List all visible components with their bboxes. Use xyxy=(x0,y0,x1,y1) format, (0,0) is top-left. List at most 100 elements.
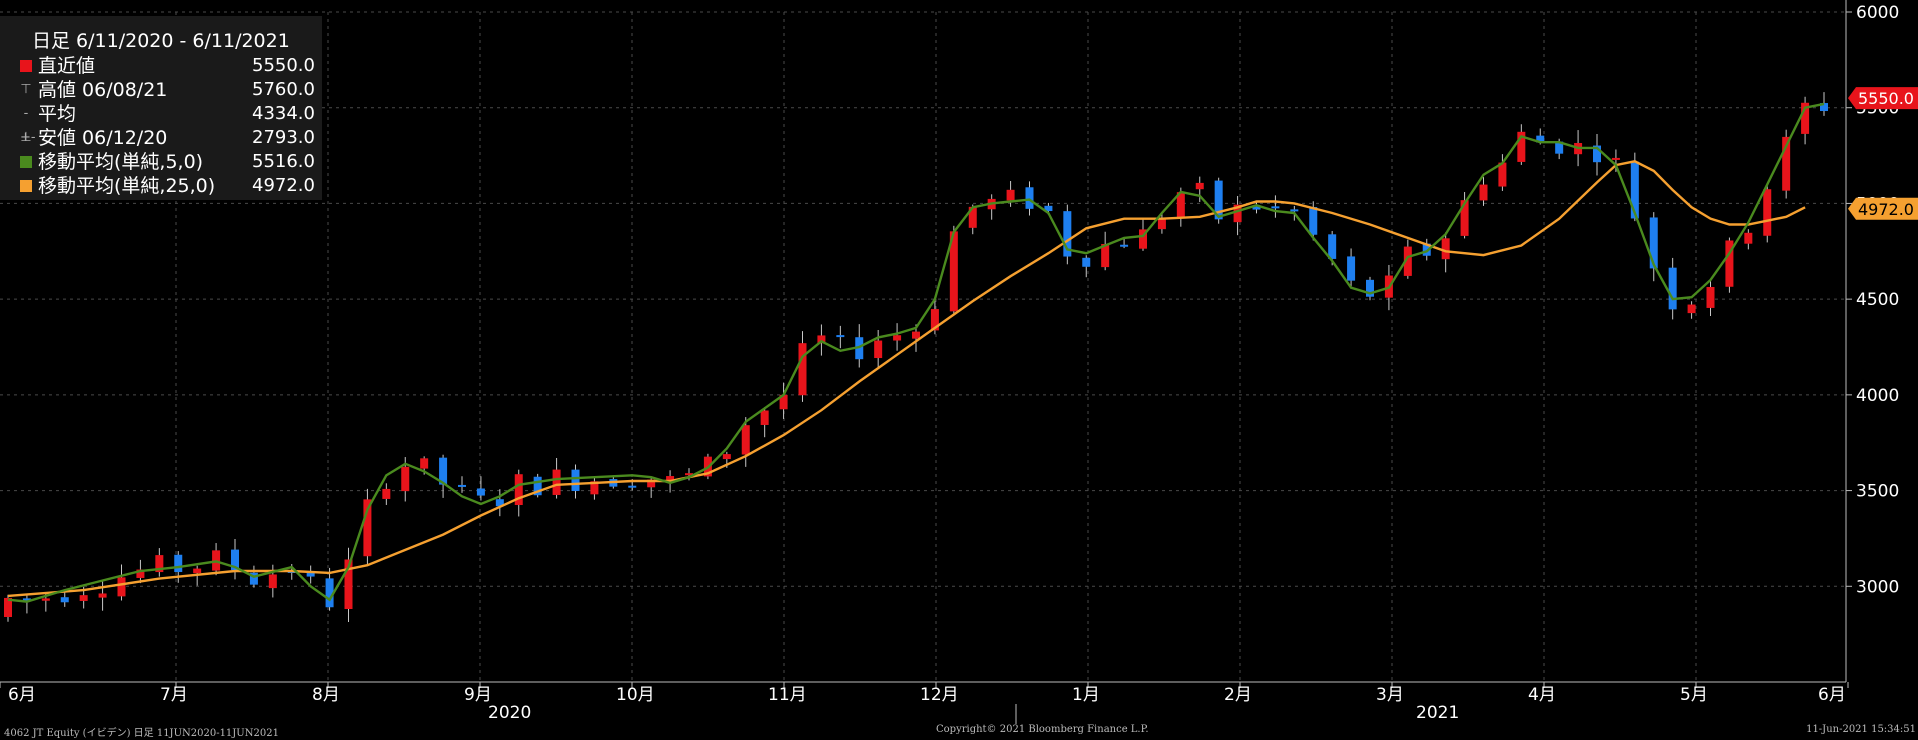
x-month-label: 4月 xyxy=(1528,685,1556,705)
average-marker-icon: -+- xyxy=(20,106,36,145)
candle-body xyxy=(155,555,164,573)
candle-body xyxy=(1063,211,1072,257)
legend-label: 高値 06/08/21 xyxy=(38,79,168,101)
candle-body xyxy=(60,597,69,603)
legend-label: 移動平均(単純,25,0) xyxy=(38,175,216,197)
candle-body xyxy=(382,488,391,499)
candle-body xyxy=(798,343,807,396)
price-badge xyxy=(1848,87,1918,110)
candle-body xyxy=(552,469,561,495)
footer-timestamp: 11-Jun-2021 15:34:51 xyxy=(1806,724,1916,735)
ma5-swatch xyxy=(20,156,32,168)
candle-body xyxy=(1517,131,1526,162)
legend-value: 4334.0 xyxy=(252,103,315,124)
x-month-label: 6月 xyxy=(1818,685,1846,705)
footer-copyright: Copyright© 2021 Bloomberg Finance L.P. xyxy=(936,724,1149,735)
candle-body xyxy=(268,574,277,589)
legend-row-ma5: 移動平均(単純,5,0) 5516.0 xyxy=(0,150,322,174)
candle-body xyxy=(1630,161,1639,219)
legend-value: 4972.0 xyxy=(252,175,315,196)
candle-body xyxy=(1044,205,1053,212)
candle-body xyxy=(1725,240,1734,287)
candle-body xyxy=(930,309,939,331)
candle-body xyxy=(476,488,485,496)
candle-body xyxy=(1214,180,1223,220)
candle-body xyxy=(1006,189,1015,201)
candle-body xyxy=(4,597,12,617)
candle-body xyxy=(1157,219,1166,230)
legend-label: 平均 xyxy=(38,103,77,125)
candle-body xyxy=(1593,145,1601,163)
candle-body xyxy=(968,206,977,228)
candle-body xyxy=(647,479,656,488)
high-marker-icon: ⊤ xyxy=(20,82,32,97)
price-badge-label: 4972.0 xyxy=(1858,200,1914,219)
x-year-label: 2021 xyxy=(1416,703,1459,723)
ma5-line xyxy=(7,102,1825,603)
legend-value: 5550.0 xyxy=(252,55,315,76)
candle-body xyxy=(439,457,448,485)
candle-body xyxy=(193,568,202,574)
x-month-label: 3月 xyxy=(1376,685,1404,705)
last-price-swatch xyxy=(20,60,32,72)
legend-value: 5760.0 xyxy=(252,79,315,100)
x-month-label: 7月 xyxy=(160,685,188,705)
candle-body xyxy=(306,572,315,577)
candle-body xyxy=(685,473,693,476)
legend-row-last: 直近値 5550.0 xyxy=(0,54,322,78)
candle-body xyxy=(1290,209,1299,212)
y-tick-label: 4500 xyxy=(1856,290,1899,310)
candle-body xyxy=(779,394,788,410)
candle-body xyxy=(1366,279,1374,297)
price-badge-label: 5550.0 xyxy=(1858,89,1914,108)
candle-body xyxy=(722,454,731,460)
footer-security: 4062 JT Equity (イビデン) 日足 11JUN2020-11JUN… xyxy=(4,728,279,739)
candle-body xyxy=(1706,286,1715,308)
candle-body xyxy=(344,559,353,610)
legend-label: 移動平均(単純,5,0) xyxy=(38,151,204,173)
candle-body xyxy=(1611,157,1620,160)
candle-body xyxy=(817,335,826,344)
candle-body xyxy=(874,340,883,359)
candle-body xyxy=(1328,234,1337,259)
candle-body xyxy=(1820,103,1828,112)
candle-body xyxy=(1441,238,1450,260)
ma25-swatch xyxy=(20,180,32,192)
candle-body xyxy=(363,499,372,557)
x-month-label: 6月 xyxy=(8,685,36,705)
candle-body xyxy=(949,231,958,312)
legend-row-high: ⊤ 高値 06/08/21 5760.0 xyxy=(0,78,322,102)
x-month-label: 10月 xyxy=(616,685,655,705)
candle-body xyxy=(1176,192,1185,218)
x-month-label: 12月 xyxy=(920,685,959,705)
candle-body xyxy=(1687,304,1696,314)
candle-body xyxy=(98,593,107,598)
candle-body xyxy=(174,554,183,573)
price-badge xyxy=(1848,197,1918,220)
legend-box: 日足 6/11/2020 - 6/11/2021 直近値 5550.0 ⊤ 高値… xyxy=(0,16,322,200)
x-month-label: 11月 xyxy=(768,685,807,705)
candle-body xyxy=(1744,232,1753,244)
candle-body xyxy=(893,335,902,341)
y-tick-label: 4000 xyxy=(1856,386,1899,406)
candle-body xyxy=(1668,267,1677,310)
candle-body xyxy=(1801,102,1810,134)
candle-body xyxy=(1195,182,1204,190)
candle-body xyxy=(249,572,258,585)
candle-body xyxy=(836,335,845,338)
candle-body xyxy=(1555,141,1564,154)
candle-body xyxy=(760,410,769,425)
candle-body xyxy=(1309,207,1318,235)
x-month-label: 9月 xyxy=(464,685,492,705)
candle-body xyxy=(1101,244,1110,268)
candle-body xyxy=(22,598,31,602)
x-axis: 6月 7月 8月 9月 10月 11月 12月 1月 2月 3月 4月 5月 6月 2020 2021 xyxy=(0,681,1849,724)
legend-row-low: ⊥ 安値 06/12/20 2793.0 xyxy=(0,126,322,150)
legend-value: 5516.0 xyxy=(252,151,315,172)
candle-body xyxy=(741,425,750,455)
legend-label: 直近値 xyxy=(38,55,96,77)
candle-body xyxy=(666,476,675,480)
candle-body xyxy=(117,577,126,597)
ma-lines xyxy=(7,102,1825,603)
candle-body xyxy=(571,469,580,491)
